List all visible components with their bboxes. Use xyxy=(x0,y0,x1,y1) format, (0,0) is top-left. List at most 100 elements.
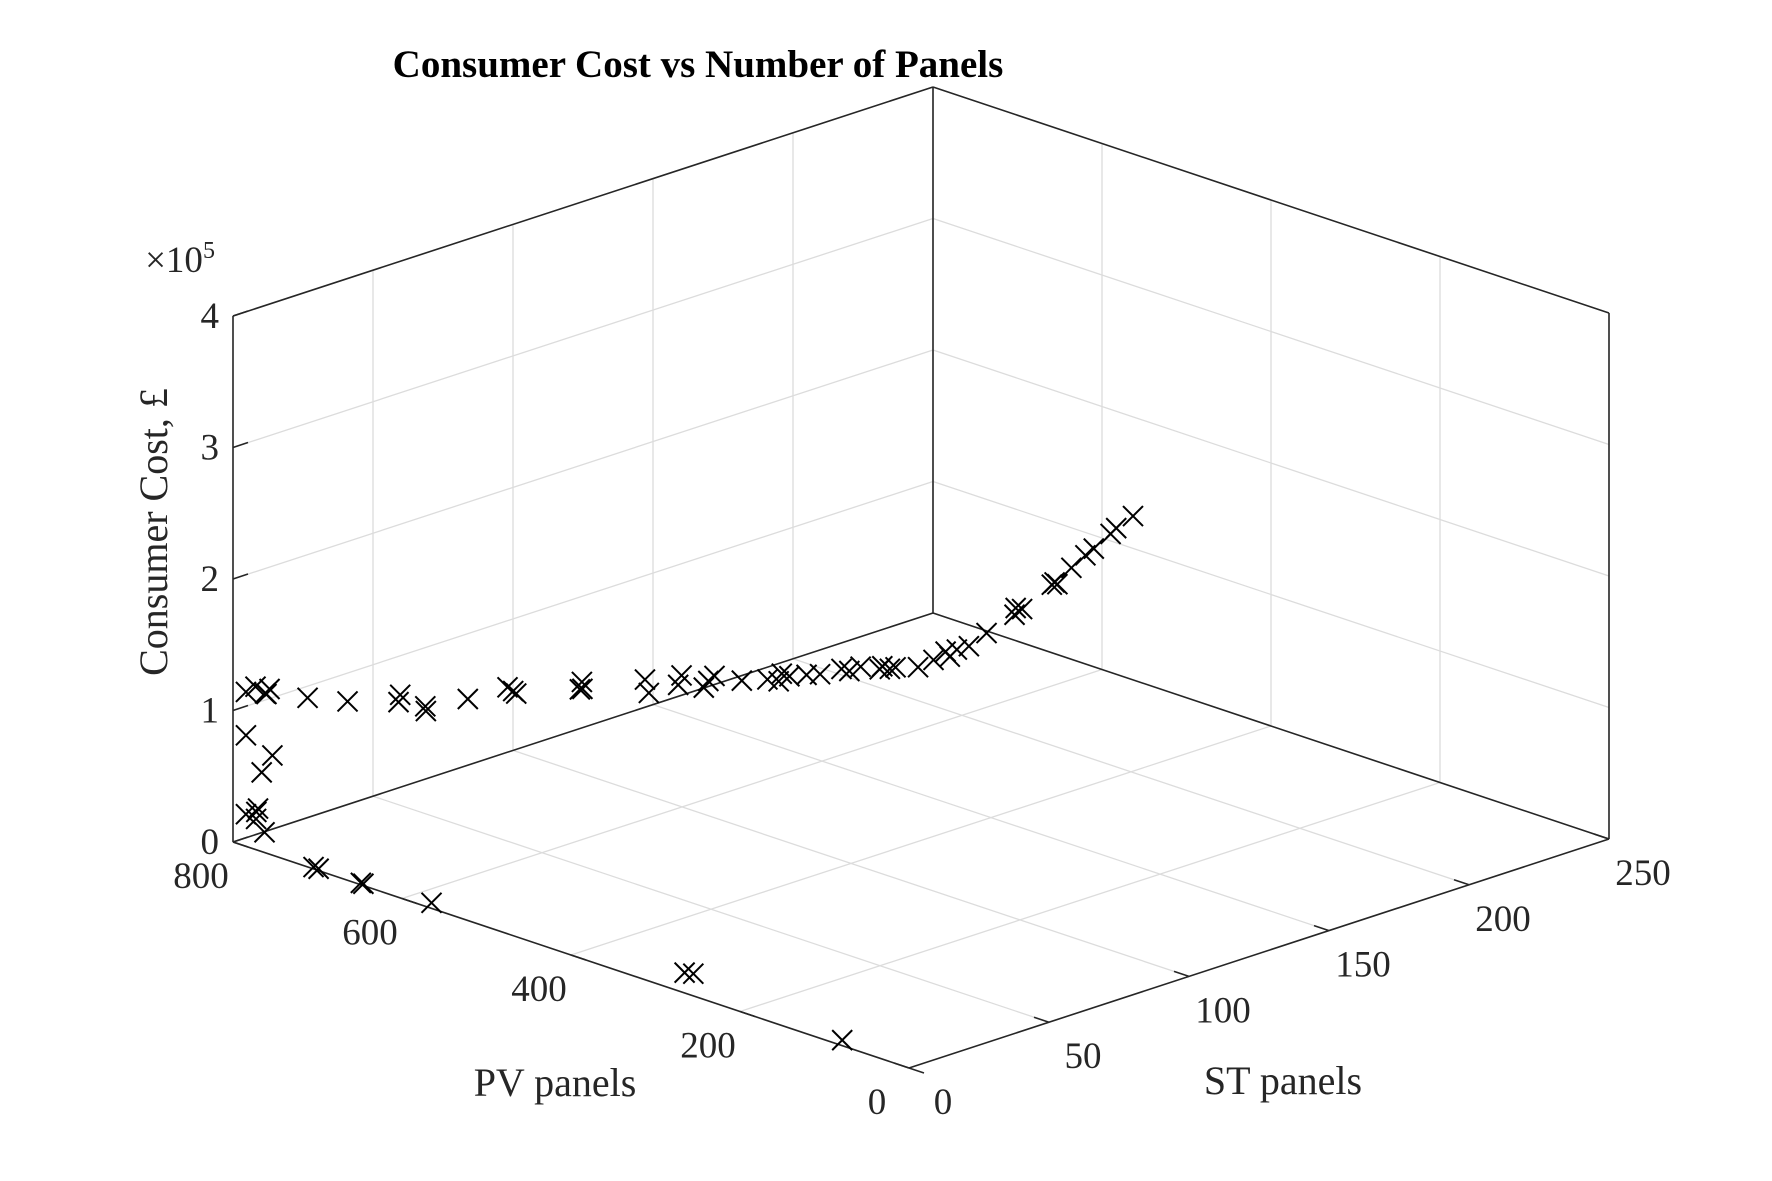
grid-line-backwall-z xyxy=(232,217,934,449)
grid-lines xyxy=(232,86,1610,1069)
data-point-stroke xyxy=(922,649,945,671)
z-tick-label: 4 xyxy=(201,296,220,337)
data-point-stroke xyxy=(250,761,273,784)
z-exponent-power: 5 xyxy=(203,238,215,264)
data-point xyxy=(638,682,660,704)
data-point-stroke xyxy=(457,688,479,710)
grid-line-backwall-z xyxy=(232,349,934,580)
y-tick-mark xyxy=(232,841,249,848)
x-tick-label: 250 xyxy=(1615,853,1671,894)
z-tick-label: 0 xyxy=(201,822,220,863)
grid-line-floor-y xyxy=(401,668,1103,900)
data-point xyxy=(830,658,853,680)
data-point-stroke xyxy=(389,684,411,706)
y-axis-label: PV panels xyxy=(474,1060,637,1105)
data-point-stroke xyxy=(569,678,591,701)
data-point xyxy=(1105,517,1127,539)
data-point-stroke xyxy=(235,803,257,825)
data-point-stroke xyxy=(302,856,325,878)
data-point-stroke xyxy=(838,660,861,682)
grid-line-floor-y xyxy=(570,725,1272,956)
x-tick-mark xyxy=(1453,879,1470,886)
data-point xyxy=(767,670,790,693)
data-point-stroke xyxy=(420,892,443,914)
x-axis-line xyxy=(908,838,1610,1069)
data-point-stroke xyxy=(638,682,660,704)
x-tick-label: 150 xyxy=(1335,945,1391,986)
z-tick-mark xyxy=(232,310,249,317)
data-point xyxy=(670,664,693,687)
data-point-stroke xyxy=(571,671,593,693)
data-point xyxy=(235,803,257,825)
data-point xyxy=(1122,505,1144,527)
y-tick-mark xyxy=(401,897,418,905)
data-point-stroke xyxy=(235,681,257,703)
z-tick-label: 3 xyxy=(201,428,220,469)
data-point-stroke xyxy=(261,744,284,767)
data-point-stroke xyxy=(247,797,269,820)
y-tick-mark xyxy=(570,954,587,961)
data-point xyxy=(849,655,872,678)
data-point-stroke xyxy=(352,873,375,895)
data-point-stroke xyxy=(771,663,793,685)
data-point-stroke xyxy=(255,683,278,705)
floor-side-edge xyxy=(932,612,1610,840)
data-point-stroke xyxy=(1046,573,1069,595)
z-tick-mark xyxy=(232,704,249,712)
data-point xyxy=(682,962,705,985)
data-point-stroke xyxy=(1105,517,1127,539)
data-point xyxy=(302,856,325,878)
data-point-stroke xyxy=(879,658,901,680)
y-tick-label: 200 xyxy=(680,1026,736,1067)
data-point xyxy=(258,678,281,700)
grid-line-floor-y xyxy=(739,781,1441,1013)
z-tick-mark xyxy=(232,836,249,843)
data-point-stroke xyxy=(1074,544,1097,567)
data-point xyxy=(414,695,437,718)
data-point xyxy=(571,671,593,693)
data-point xyxy=(831,1029,853,1051)
data-point xyxy=(389,684,411,706)
data-point-stroke xyxy=(1004,597,1027,619)
data-point-stroke xyxy=(1060,557,1083,579)
data-point xyxy=(731,669,753,692)
grid-line-sidewall-z xyxy=(932,349,1610,577)
chart-title: Consumer Cost vs Number of Panels xyxy=(393,43,1004,86)
data-point xyxy=(879,658,901,680)
data-point xyxy=(420,892,443,914)
data-point-stroke xyxy=(350,872,372,894)
data-point xyxy=(1074,544,1097,567)
data-point-stroke xyxy=(946,638,968,661)
data-point xyxy=(415,700,437,722)
data-point xyxy=(1083,537,1105,560)
data-point xyxy=(907,656,929,678)
data-point xyxy=(296,687,319,709)
data-point-stroke xyxy=(670,664,693,687)
data-point xyxy=(778,665,801,687)
data-point-stroke xyxy=(849,655,872,678)
x-tick-mark xyxy=(1593,833,1610,840)
x-tick-label: 50 xyxy=(1065,1036,1102,1077)
z-tick-label: 2 xyxy=(201,559,220,600)
y-tick-label: 800 xyxy=(173,856,229,897)
data-point xyxy=(250,761,273,784)
y-tick-label: 0 xyxy=(868,1082,887,1123)
data-point-stroke xyxy=(258,678,281,700)
data-point-stroke xyxy=(884,656,907,678)
data-point-stroke xyxy=(253,821,276,843)
data-point xyxy=(958,635,980,657)
data-point xyxy=(255,683,278,705)
data-point xyxy=(1046,573,1069,595)
data-point-stroke xyxy=(1122,505,1144,527)
data-point xyxy=(975,622,998,644)
z-tick-mark xyxy=(232,441,249,449)
data-point xyxy=(1060,557,1083,579)
data-point-stroke xyxy=(907,656,929,678)
grid-line-sidewall-z xyxy=(932,217,1610,446)
z-axis-exponent: ×105 xyxy=(145,238,215,281)
data-point-stroke xyxy=(496,676,519,698)
data-point-stroke xyxy=(731,669,753,692)
data-point-stroke xyxy=(1011,598,1033,620)
data-point xyxy=(307,858,330,880)
